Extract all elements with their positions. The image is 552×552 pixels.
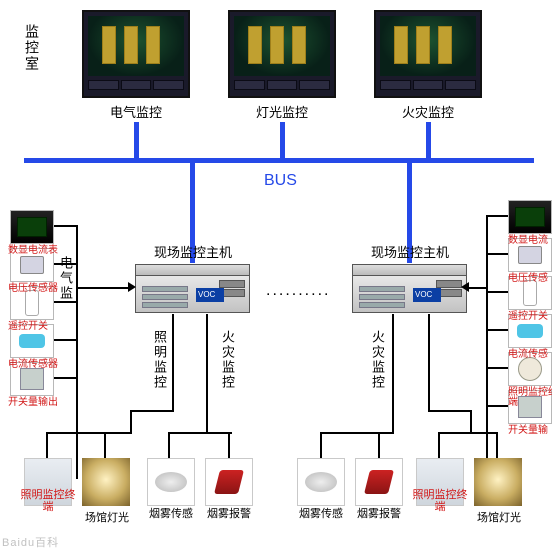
- host-1-label: 现场监控主机: [128, 242, 258, 261]
- ln: [130, 410, 174, 412]
- ln: [320, 432, 394, 434]
- dev-lbl-6: 照明监控终端: [410, 489, 470, 513]
- dev-lbl-1: 场馆灯光: [72, 512, 142, 524]
- arrow-icon: [461, 282, 469, 292]
- right-sens-lbl-2: 遥控开关: [508, 312, 552, 322]
- ln: [54, 263, 76, 265]
- left-sens-lbl-0: 数显电流表: [8, 246, 62, 256]
- vlbl-2: 火灾监控: [368, 330, 387, 390]
- dev-lbl-4: 烟雾传感: [297, 508, 345, 520]
- drop-top-1: [134, 122, 139, 158]
- ln: [130, 410, 132, 434]
- ln: [488, 215, 508, 217]
- right-sens-lbl-3: 电流传感: [508, 350, 552, 360]
- left-sens-lbl-2: 遥控开关: [8, 322, 62, 332]
- ln: [488, 367, 508, 369]
- ln: [496, 432, 498, 458]
- sensor-lcd-r: [508, 200, 552, 234]
- monitor-3: [374, 10, 482, 98]
- left-sens-lbl-4: 开关量输出: [8, 398, 62, 408]
- right-sens-lbl-1: 电压传感: [508, 274, 552, 284]
- ln: [470, 410, 472, 434]
- dev-lbl-0: 照明监控终端: [18, 489, 78, 513]
- ln: [467, 287, 488, 289]
- ln: [378, 432, 380, 458]
- ln: [76, 225, 78, 479]
- ln: [206, 314, 208, 432]
- ln: [54, 225, 76, 227]
- host-2-label: 现场监控主机: [345, 242, 475, 261]
- vlbl-1: 火灾监控: [218, 330, 237, 390]
- host-2: VOC: [352, 264, 467, 312]
- drop-top-2: [280, 122, 285, 158]
- continuation-dots: ..........: [266, 282, 330, 300]
- ln: [320, 432, 322, 458]
- host-2-logo: VOC: [413, 288, 441, 302]
- ln: [76, 287, 130, 289]
- dev-lbl-7: 场馆灯光: [464, 512, 534, 524]
- dev-light-left: [82, 458, 130, 506]
- ln: [228, 432, 230, 458]
- ln: [54, 301, 76, 303]
- ln: [172, 314, 174, 410]
- dev-alarm-1: [205, 458, 253, 506]
- monitor-2: [228, 10, 336, 98]
- ln: [168, 432, 232, 434]
- monitor-1: [82, 10, 190, 98]
- arrow-icon: [128, 282, 136, 292]
- sensor-lcd: [10, 210, 54, 244]
- ln: [488, 405, 508, 407]
- ln: [168, 432, 170, 458]
- bus-main: [24, 158, 534, 163]
- dev-smoke-1: [147, 458, 195, 506]
- ln: [54, 377, 76, 379]
- ln: [438, 432, 498, 434]
- ln: [488, 291, 508, 293]
- dev-smoke-2: [297, 458, 345, 506]
- right-sens-lbl-5: 开关量输: [508, 426, 552, 436]
- right-sens-lbl-0: 数显电流: [508, 236, 552, 246]
- monitor-3-label: 火灾监控: [374, 102, 482, 121]
- ln: [428, 314, 430, 410]
- ln: [46, 432, 48, 458]
- ln: [46, 432, 78, 434]
- ln: [104, 432, 106, 458]
- vlbl-0: 照明监控: [150, 330, 169, 390]
- drop-top-3: [426, 122, 431, 158]
- room-label: 监控室: [22, 24, 42, 72]
- dev-alarm-2: [355, 458, 403, 506]
- left-sens-lbl-1: 电压传感器: [8, 284, 62, 294]
- ln: [488, 253, 508, 255]
- watermark: Baidu百科: [2, 534, 59, 550]
- dev-light-right: [474, 458, 522, 506]
- host-1: VOC: [135, 264, 250, 312]
- ln: [428, 410, 472, 412]
- left-sensor-col: [10, 210, 54, 400]
- monitor-2-label: 灯光监控: [228, 102, 336, 121]
- bus-label: BUS: [264, 172, 297, 190]
- left-sens-lbl-3: 电流传感器: [8, 360, 62, 370]
- right-sens-lbl-4: 照明监控终端: [508, 388, 552, 408]
- ln: [54, 339, 76, 341]
- monitor-1-label: 电气监控: [82, 102, 190, 121]
- ln: [488, 329, 508, 331]
- host-1-logo: VOC: [196, 288, 224, 302]
- diagram-stage: 监控室 电气监控 灯光监控 火灾监控 BUS 数显电流表 电压传感器 遥控开关 …: [0, 0, 552, 552]
- dev-lbl-2: 烟雾传感: [147, 508, 195, 520]
- ln: [392, 314, 394, 432]
- ln: [438, 432, 440, 458]
- dev-lbl-5: 烟雾报警: [355, 508, 403, 520]
- dev-lbl-3: 烟雾报警: [205, 508, 253, 520]
